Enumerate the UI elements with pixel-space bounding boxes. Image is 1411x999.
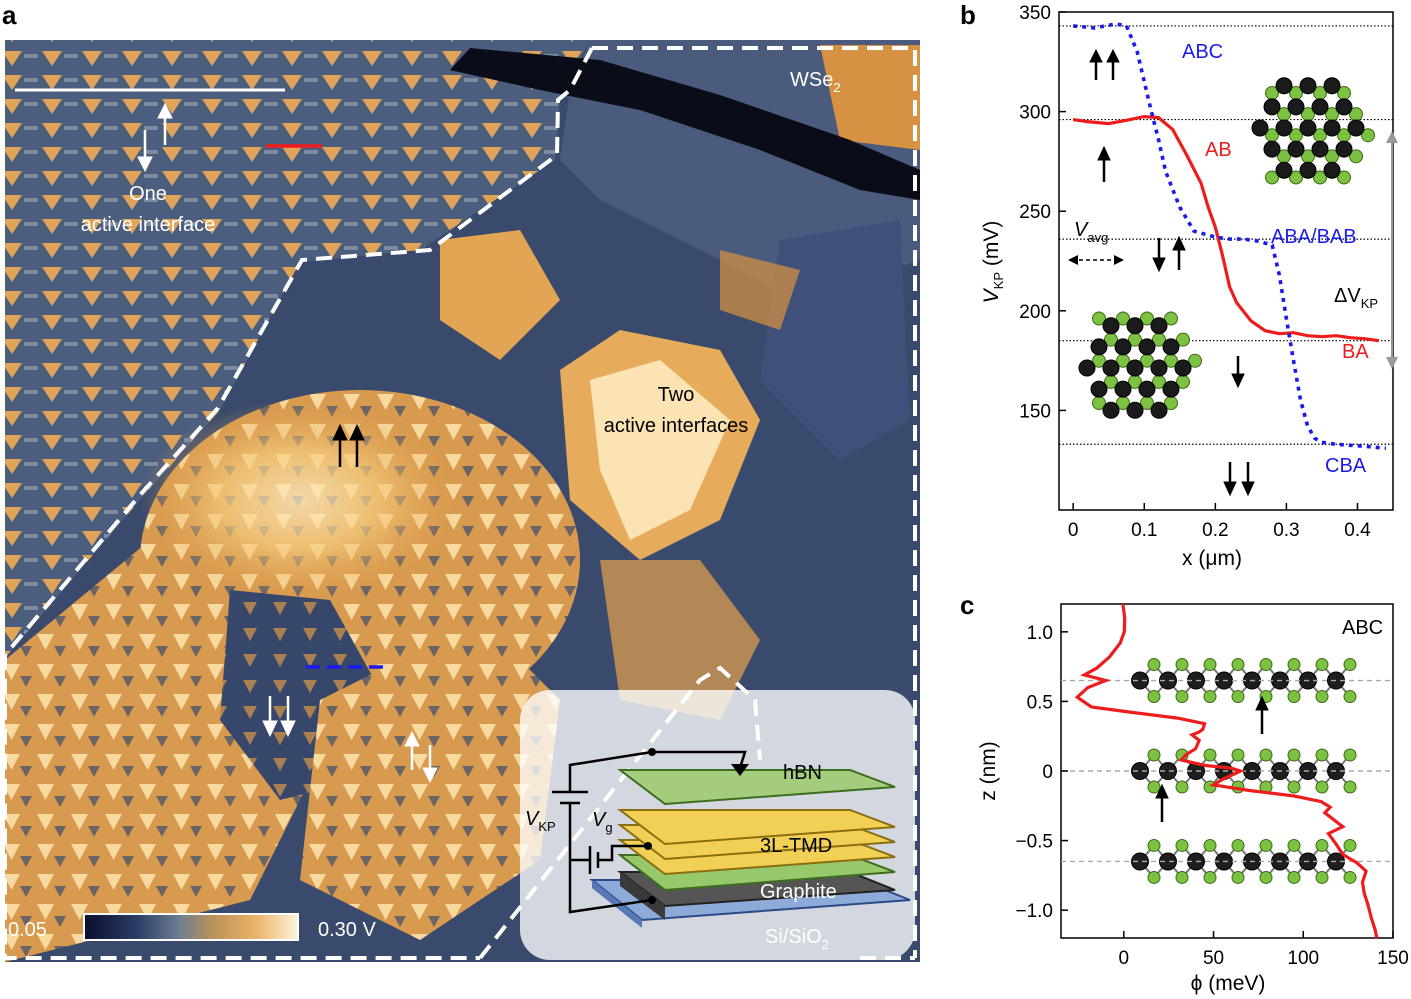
y-tick-label: 150: [1019, 401, 1051, 422]
delta-vkp-arrow: [1386, 131, 1398, 369]
device-schematic: hBN 3L-TMD Graphite Si/SiO2 VKP Vg: [525, 748, 911, 952]
arrow-down-ba: [1231, 356, 1245, 389]
down-down-arrow-icon: [262, 696, 296, 738]
x-tick-label: 0.3: [1273, 520, 1299, 541]
x-tick-label: 0: [1119, 948, 1130, 969]
y-tick-label: 0.5: [1027, 692, 1053, 713]
vavg-arrow: [1068, 255, 1124, 265]
label-two-line2: active interfaces: [604, 415, 749, 437]
series-ab-line: [1072, 114, 1380, 343]
series-potential-line: [1074, 603, 1379, 939]
y-tick-label: 300: [1019, 103, 1051, 124]
y-tick-label: 0: [1042, 762, 1053, 783]
y-tick-label: 200: [1019, 302, 1051, 323]
x-tick-label: 100: [1287, 948, 1319, 969]
boundary-top-right: [592, 46, 917, 958]
plot-c-x-ticks: 0 50 100 150: [1119, 931, 1409, 969]
x-tick-label: 150: [1377, 948, 1409, 969]
inset-substrate: Si/SiO2: [765, 926, 829, 952]
up-up-arrow-icon: [332, 423, 365, 467]
plot-c-ylabel: z (nm): [977, 741, 1000, 801]
plot-b-xlabel: x (μm): [1182, 547, 1242, 570]
label-wse2: WSe2: [790, 69, 841, 95]
arrow-up-up-abc: [1089, 48, 1120, 80]
inset-vg: Vg: [592, 809, 613, 835]
label-ab: AB: [1205, 139, 1232, 161]
y-tick-label: 350: [1019, 3, 1051, 24]
inset-hbn: hBN: [783, 762, 822, 784]
lattice-ba-icon: [1078, 311, 1202, 419]
label-aba-bab: ABA/BAB: [1271, 226, 1357, 248]
plot-c-label-abc: ABC: [1342, 617, 1383, 639]
label-abc: ABC: [1182, 41, 1223, 63]
label-ba: BA: [1342, 341, 1369, 363]
plot-c-y-ticks: 1.0 0.5 0 −0.5 −1.0: [1015, 623, 1068, 922]
x-tick-label: 50: [1203, 948, 1224, 969]
arrow-down-down-cba: [1223, 462, 1255, 497]
x-tick-label: 0.2: [1202, 520, 1228, 541]
label-two-line1: Two: [658, 384, 695, 406]
colorbar-max: 0.30 V: [318, 919, 376, 941]
label-one-line2: active interface: [81, 214, 216, 236]
inset-tmd: 3L-TMD: [760, 835, 832, 857]
label-delta-vkp: ΔVKP: [1334, 285, 1378, 311]
inset-graphite: Graphite: [760, 881, 837, 903]
plot-c-xlabel: ϕ (meV): [1191, 972, 1266, 995]
arrow-down-up-aba: [1152, 235, 1186, 273]
panel-a-letter: a: [2, 0, 17, 30]
label-cba: CBA: [1325, 455, 1367, 477]
up-down-arrow-icon: [137, 102, 173, 173]
panel-b: b 0 0.1 0.2 0.3 0.4 150 200 250 300 350 x (μm) V…: [960, 0, 1398, 570]
y-tick-label: 250: [1019, 202, 1051, 223]
lattice-ab-icon: [1251, 77, 1375, 185]
plot-c-reference-lines: [1061, 679, 1393, 863]
label-vavg: Vavg: [1074, 219, 1108, 245]
up-down-arrow-icon-lower: [404, 730, 438, 784]
y-tick-label: −1.0: [1015, 901, 1053, 922]
label-one-line1: One: [129, 183, 167, 205]
x-tick-label: 0.1: [1131, 520, 1157, 541]
inset-vkp: VKP: [525, 808, 556, 834]
panel-b-letter: b: [960, 0, 976, 30]
colorbar-min: 0.05: [8, 919, 47, 941]
arrow-up-ab: [1097, 145, 1111, 182]
plot-b-y-ticks: 150 200 250 300 350: [1019, 3, 1066, 422]
x-tick-label: 0.4: [1344, 520, 1371, 541]
panel-c-letter: c: [960, 590, 974, 620]
plot-b-x-ticks: 0 0.1 0.2 0.3 0.4: [1068, 503, 1371, 541]
y-tick-label: 1.0: [1027, 623, 1053, 644]
plot-b-ylabel: VKP (mV): [980, 221, 1006, 304]
panel-c: c 0 50 100 150 1.00.50−0.5−1.0 ABC ϕ (meV) …: [960, 590, 1409, 995]
y-tick-label: −0.5: [1015, 832, 1053, 853]
colorbar: 0.05 0.30 V: [8, 913, 376, 941]
arrow-up-layer-mid: [1155, 783, 1169, 822]
boundary-left: [2, 47, 594, 960]
panel-a: a: [2, 0, 920, 962]
arrow-up-layer-top: [1255, 695, 1269, 734]
x-tick-label: 0: [1068, 520, 1079, 541]
